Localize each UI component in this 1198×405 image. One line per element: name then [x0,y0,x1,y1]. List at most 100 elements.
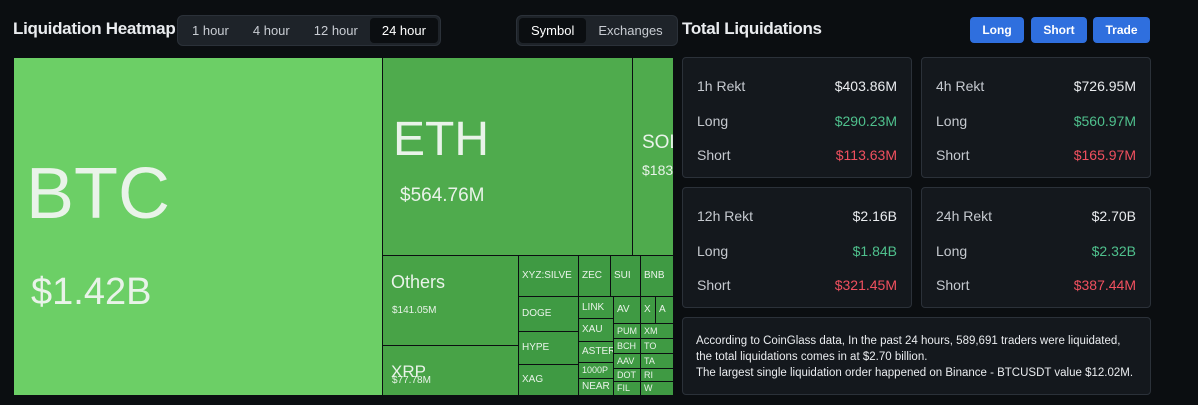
rekt-card: 4h Rekt $726.95M Long $560.97M Short $165.97M [921,57,1151,178]
heatmap-tile[interactable]: TO [641,339,673,353]
tile-label: SOL [642,132,673,153]
tile-label: FIL [617,383,631,393]
tile-label: NEAR [582,381,610,392]
action-button[interactable]: Long [970,17,1024,43]
heatmap-tile[interactable]: RI [641,369,673,381]
heatmap-tile[interactable]: A [656,297,673,323]
tile-label: LINK [582,301,605,313]
tile-label: XAG [522,374,544,385]
tile-value: $183 [642,162,673,178]
tile-label: XM [644,325,658,336]
heatmap-tile[interactable]: HYPE [519,332,578,364]
rekt-card: 12h Rekt $2.16B Long $1.84B Short $321.45M [682,187,912,308]
card-header: 1h Rekt $403.86M [697,78,897,94]
row-value: $113.63M [835,147,897,163]
heatmap-tile[interactable]: TA [641,354,673,368]
row-label: Short [936,277,970,293]
row-value: $1.84B [852,243,897,259]
tile-label: DOT [617,369,636,380]
heatmap-tile[interactable]: SOL $183 [633,58,673,255]
heatmap-tile[interactable]: X [641,297,655,323]
card-title: 24h Rekt [936,208,993,224]
tile-label: ASTER [582,346,613,357]
tile-label: AV [617,304,630,315]
tile-label: BTC [26,154,170,234]
note-line: The largest single liquidation order hap… [696,367,1134,379]
card-total: $403.86M [834,78,897,94]
card-title: 1h Rekt [697,78,746,94]
tile-label: BCH [617,340,637,351]
heatmap-tile[interactable]: BCH [614,339,640,353]
heatmap-tile[interactable]: DOGE [519,297,578,331]
heatmap-tile[interactable]: NEAR [579,379,613,395]
tab[interactable]: Symbol [519,18,587,43]
tile-label: BNB [644,270,665,281]
heatmap-tile[interactable]: BTC $1.42B [14,58,382,395]
heatmap-tile[interactable]: DOT [614,369,640,381]
tab[interactable]: 12 hour [313,23,358,38]
summary-note: According to CoinGlass data, In the past… [682,317,1151,395]
heatmap-tile[interactable]: SUI [611,256,640,296]
tile-label: Others [391,272,446,292]
tab[interactable]: 24 hour [369,18,438,43]
card-header: 4h Rekt $726.95M [936,78,1136,94]
heatmap-title: Liquidation Heatmap [13,19,176,38]
note-line: According to CoinGlass data, In the past… [696,335,1121,363]
tile-value: $564.76M [400,185,485,206]
tile-label: ZEC [582,270,602,281]
card-row: Short $387.44M [936,277,1136,293]
tab[interactable]: 1 hour [192,23,229,38]
row-label: Long [697,113,729,129]
heatmap-tile[interactable]: PUM [614,324,640,338]
tile-value: $1.42B [31,271,152,313]
row-label: Short [936,147,970,163]
row-label: Short [697,277,731,293]
tab[interactable]: 4 hour [252,23,290,38]
tile-label: TO [644,340,657,351]
row-label: Long [936,113,968,129]
tile-value: $77.78M [392,375,431,386]
time-tabs: 1 hour 4 hour 12 hour 24 hour [177,15,441,46]
card-total: $726.95M [1073,78,1136,94]
tile-value: $141.05M [392,305,437,316]
heatmap-tile[interactable]: ZEC [579,256,610,296]
heatmap-tile[interactable]: W [641,382,673,395]
heatmap-tile[interactable]: ASTER [579,342,613,362]
row-value: $2.32B [1091,243,1136,259]
row-label: Long [697,243,729,259]
card-total: $2.16B [852,208,897,224]
summary-title: Total Liquidations [682,19,822,38]
card-total: $2.70B [1091,208,1136,224]
tile-label: XYZ:SILVE [522,270,572,281]
heatmap-tile[interactable]: XYZ:SILVE [519,256,578,296]
tile-label: AAV [617,355,635,366]
tile-label: XAU [582,324,603,335]
card-title: 4h Rekt [936,78,985,94]
heatmap-tile[interactable]: AV [614,297,640,323]
row-value: $321.45M [834,277,897,293]
heatmap-tile[interactable]: LINK [579,297,613,318]
tab[interactable]: Exchanges [598,23,663,38]
heatmap-tile[interactable]: Others $141.05M [383,256,518,345]
tile-label: ETH [393,113,489,166]
tile-label: X [644,304,651,315]
heatmap-tile[interactable]: XM [641,324,673,338]
row-label: Short [697,147,731,163]
card-row: Short $321.45M [697,277,897,293]
tile-label: RI [644,369,653,380]
heatmap-tile[interactable]: XAU [579,319,613,341]
action-button[interactable]: Short [1031,17,1087,43]
rekt-card: 24h Rekt $2.70B Long $2.32B Short $387.44M [921,187,1151,308]
heatmap-tile[interactable]: 1000P [579,363,613,378]
heatmap: BTC $1.42B ETH $564.76M SOL $183 Others $141.05… [14,58,673,395]
tile-label: XRP [391,362,426,381]
heatmap-tile[interactable]: XRP $77.78M [383,346,518,395]
card-header: 12h Rekt $2.16B [697,208,897,224]
heatmap-tile[interactable]: XAG [519,365,578,395]
heatmap-tile[interactable]: ETH $564.76M [383,58,632,255]
action-button[interactable]: Trade [1093,17,1150,43]
heatmap-tile[interactable]: BNB [641,256,673,296]
heatmap-tile[interactable]: FIL [614,382,640,395]
heatmap-tile[interactable]: AAV [614,354,640,368]
